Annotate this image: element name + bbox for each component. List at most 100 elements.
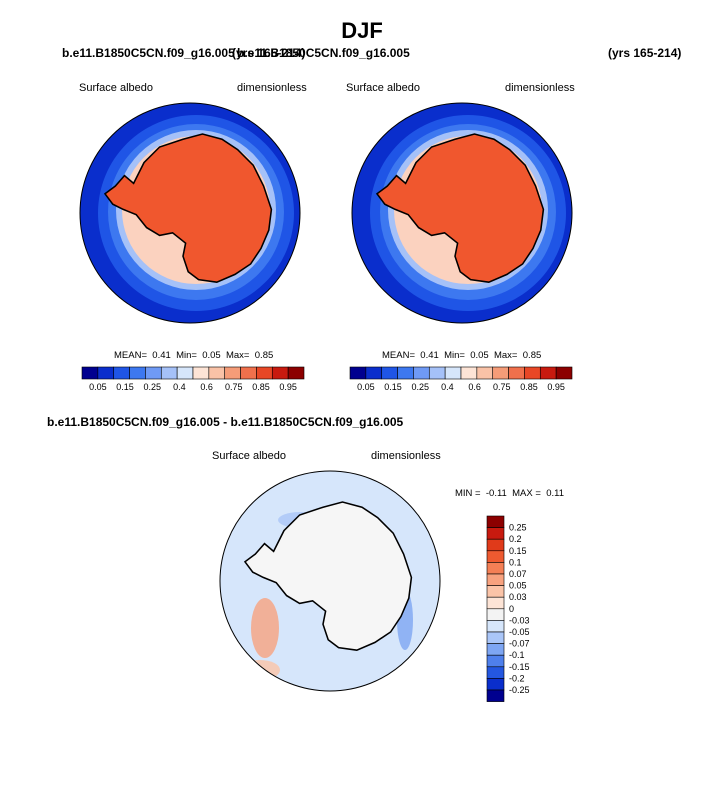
colorbar-swatch <box>256 366 273 380</box>
colorbar-tick-label: 0.75 <box>225 382 243 392</box>
stats-right: MEAN= 0.41 Min= 0.05 Max= 0.85 <box>382 350 541 361</box>
colorbar-swatch <box>397 366 414 380</box>
colorbar-tick-label: 0.25 <box>509 523 527 533</box>
colorbar-swatch <box>413 366 430 380</box>
years-right: (yrs 165-214) <box>608 46 682 60</box>
colorbar-tick-label: 0.03 <box>509 592 527 602</box>
case-name-right: b.e11.B1850C5CN.f09_g16.005 <box>237 46 410 60</box>
colorbar-tick-label: -0.1 <box>509 650 525 660</box>
stats-left: MEAN= 0.41 Min= 0.05 Max= 0.85 <box>114 350 273 361</box>
max-value-right: 0.85 <box>522 350 542 361</box>
colorbar-tick-label: 0.2 <box>509 534 522 544</box>
min-value-left: 0.05 <box>202 350 221 361</box>
colorbar-swatch <box>349 366 367 380</box>
albedo-diff-map <box>220 471 440 691</box>
colorbar-tick-label: 0.95 <box>279 382 297 392</box>
min-label-diff: MIN = <box>455 488 481 499</box>
colorbar-swatch <box>271 366 289 380</box>
colorbar-swatch <box>444 366 462 380</box>
colorbar-swatch <box>460 366 478 380</box>
colorbar-swatch <box>208 366 226 380</box>
colorbar-swatch <box>176 366 194 380</box>
colorbar-swatch <box>160 366 178 380</box>
years-left: (yrs 165-214) <box>232 46 306 60</box>
colorbar-tick-label: 0.95 <box>547 382 565 392</box>
colorbar-swatch <box>476 366 494 380</box>
colorbar-swatch <box>365 366 383 380</box>
colorbar-swatch <box>486 550 505 563</box>
colorbar-swatch <box>287 366 305 380</box>
max-label-diff: MAX = <box>512 488 541 499</box>
colorbar-diff: 0.250.2 0.150.1 0.07 0.050.03 0-0.03 -0.05 -0.… <box>486 515 530 702</box>
colorbar-swatch <box>508 366 525 380</box>
colorbar-tick-label: 0.85 <box>252 382 270 392</box>
colorbar-swatch <box>486 538 505 552</box>
max-value-diff: 0.11 <box>546 488 564 499</box>
colorbar-tick-label: 0.15 <box>116 382 134 392</box>
colorbar-swatch <box>486 666 505 679</box>
colorbar-tick-label: 0.07 <box>509 569 527 579</box>
variable-label-left: Surface albedo <box>79 82 153 94</box>
colorbar-left: 0.05 0.15 0.25 0.4 0.6 0.75 0.85 0.95 <box>81 366 305 392</box>
units-label-right: dimensionless <box>505 82 575 94</box>
colorbar-swatch <box>486 608 505 621</box>
colorbar-tick-label: 0.15 <box>509 546 527 556</box>
mean-label-right: MEAN= <box>382 350 415 361</box>
colorbar-swatch <box>129 366 146 380</box>
colorbar-swatch <box>486 654 505 668</box>
mean-label-left: MEAN= <box>114 350 147 361</box>
colorbar-swatch <box>145 366 162 380</box>
colorbar-tick-label: 0.6 <box>200 382 213 392</box>
colorbar-swatch <box>486 562 505 575</box>
colorbar-swatch <box>428 366 446 380</box>
colorbar-swatch <box>486 596 505 610</box>
colorbar-swatch <box>555 366 573 380</box>
colorbar-swatch <box>486 643 505 656</box>
colorbar-tick-label: 0.15 <box>384 382 402 392</box>
min-value-diff: -0.11 <box>485 488 507 499</box>
min-label-right: Min= <box>444 350 465 361</box>
colorbar-tick-label: -0.25 <box>509 685 530 695</box>
map-border-right <box>351 102 573 324</box>
colorbar-swatch <box>524 366 541 380</box>
colorbar-tick-label: -0.2 <box>509 673 525 683</box>
colorbar-tick-label: -0.03 <box>509 615 530 625</box>
colorbar-swatch <box>492 366 509 380</box>
case-name-left: b.e11.B1850C5CN.f09_g16.005 <box>62 46 235 60</box>
max-value-left: 0.85 <box>254 350 274 361</box>
page-title: DJF <box>341 18 383 43</box>
colorbar-tick-label: 0.05 <box>89 382 107 392</box>
colorbar-swatch <box>240 366 257 380</box>
colorbar-right: 0.05 0.15 0.25 0.4 0.6 0.75 0.85 0.95 <box>349 366 573 392</box>
colorbar-tick-label: 0.4 <box>173 382 186 392</box>
colorbar-swatch <box>486 573 505 586</box>
colorbar-swatch <box>192 366 210 380</box>
colorbar-tick-label: -0.07 <box>509 639 530 649</box>
colorbar-tick-label: 0.1 <box>509 557 522 567</box>
map-border-diff <box>219 470 441 692</box>
colorbar-swatch <box>486 689 505 702</box>
colorbar-tick-label: -0.15 <box>509 662 530 672</box>
min-value-right: 0.05 <box>470 350 489 361</box>
colorbar-tick-label: 0.25 <box>143 382 161 392</box>
colorbar-swatch <box>486 631 505 644</box>
units-label-diff: dimensionless <box>371 450 441 462</box>
colorbar-tick-label: 0.85 <box>520 382 538 392</box>
colorbar-swatch <box>81 366 99 380</box>
colorbar-tick-label: 0.05 <box>357 382 375 392</box>
albedo-map-left <box>80 103 300 323</box>
colorbar-swatch <box>486 620 505 633</box>
map-border-left <box>79 102 301 324</box>
colorbar-swatch <box>224 366 241 380</box>
colorbar-swatch <box>486 678 505 691</box>
variable-label-diff: Surface albedo <box>212 450 286 462</box>
colorbar-tick-label: 0 <box>509 604 514 614</box>
colorbar-tick-label: 0.25 <box>411 382 429 392</box>
colorbar-swatch <box>97 366 115 380</box>
colorbar-tick-label: 0.4 <box>441 382 454 392</box>
mean-value-left: 0.41 <box>152 350 171 361</box>
colorbar-swatch <box>486 527 505 540</box>
colorbar-tick-label: -0.05 <box>509 627 530 637</box>
max-label-right: Max= <box>493 350 518 361</box>
